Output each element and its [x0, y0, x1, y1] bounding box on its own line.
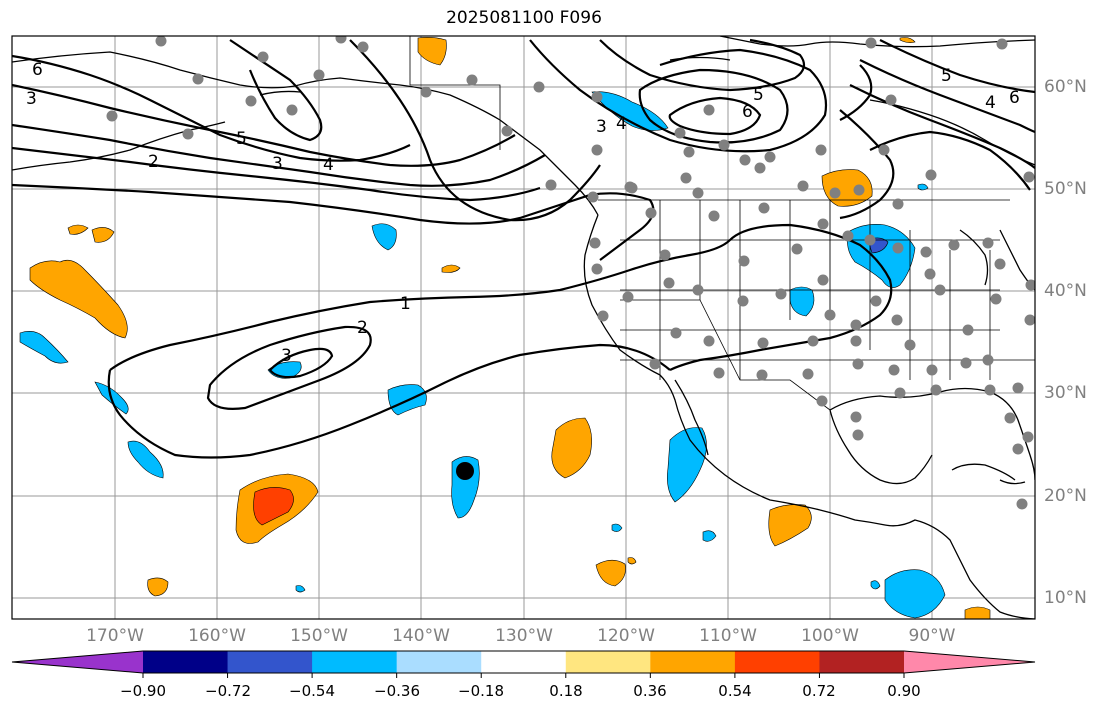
lon-label: 100°W — [801, 626, 859, 646]
colorbar-tick-label: 0.90 — [887, 682, 921, 700]
lat-label: 10°N — [1044, 588, 1087, 608]
colorbar-segment — [565, 651, 651, 673]
lon-label: 140°W — [392, 626, 450, 646]
map-title: 2025081100 F096 — [446, 8, 602, 28]
colorbar-tick-label: −0.54 — [289, 682, 335, 700]
colorbar-tick-label: −0.72 — [205, 682, 251, 700]
contour-label: 4 — [985, 93, 996, 113]
lat-label: 20°N — [1044, 486, 1087, 506]
contour-label: 6 — [32, 60, 43, 80]
lon-label: 90°W — [908, 626, 956, 646]
contour-label: 3 — [596, 117, 607, 137]
lon-label: 130°W — [495, 626, 553, 646]
contour-label: 5 — [941, 66, 952, 86]
contour-label: 1 — [400, 294, 411, 314]
colorbar-segment — [312, 651, 398, 673]
contour-label: 5 — [753, 85, 764, 105]
graticule — [12, 36, 1035, 619]
lon-label: 150°W — [290, 626, 348, 646]
political-borders — [409, 36, 1035, 411]
contour-label-group: 6 3 5 2 3 4 1 2 3 3 4 5 6 5 4 6 — [26, 60, 1020, 366]
lon-label: 110°W — [699, 626, 757, 646]
colorbar-segment — [650, 651, 736, 673]
contour-label: 2 — [148, 152, 159, 172]
contour-label: 5 — [236, 129, 247, 149]
lat-label: 30°N — [1044, 383, 1087, 403]
colorbar-segment — [143, 651, 229, 673]
contour-label: 4 — [616, 114, 627, 134]
colorbar-tick-label: 0.36 — [633, 682, 667, 700]
colorbar — [11, 650, 1036, 678]
colorbar-tick-label: 0.72 — [802, 682, 836, 700]
anomaly-shading — [19, 37, 991, 619]
colorbar-tick-label: −0.18 — [458, 682, 504, 700]
contour-label: 2 — [357, 318, 368, 338]
lat-label: 40°N — [1044, 281, 1087, 301]
contour-lines — [12, 38, 1035, 459]
colorbar-tick-label: 0.18 — [549, 682, 583, 700]
lon-label: 170°W — [86, 626, 144, 646]
contour-label: 3 — [272, 154, 283, 174]
colorbar-tick-label: −0.90 — [120, 682, 166, 700]
coastlines — [12, 36, 1035, 619]
lon-label: 160°W — [188, 626, 246, 646]
colorbar-extension-high — [904, 651, 1035, 673]
colorbar-segment — [481, 651, 567, 673]
lat-label: 50°N — [1044, 179, 1087, 199]
center-marker — [456, 462, 474, 480]
contour-label: 6 — [1009, 88, 1020, 108]
colorbar-extension-low — [12, 651, 143, 673]
map-frame — [11, 35, 1036, 620]
colorbar-segment — [396, 651, 482, 673]
colorbar-tick-label: 0.54 — [718, 682, 752, 700]
lon-label: 120°W — [597, 626, 655, 646]
contour-label: 6 — [742, 102, 753, 122]
colorbar-segment — [819, 651, 905, 673]
contour-label: 3 — [26, 89, 37, 109]
station-dots — [106, 36, 1035, 510]
colorbar-segment — [227, 651, 313, 673]
colorbar-tick-label: −0.36 — [374, 682, 420, 700]
contour-label: 4 — [323, 155, 334, 175]
contour-label: 3 — [281, 346, 292, 366]
colorbar-segment — [734, 651, 820, 673]
lat-label: 60°N — [1044, 77, 1087, 97]
